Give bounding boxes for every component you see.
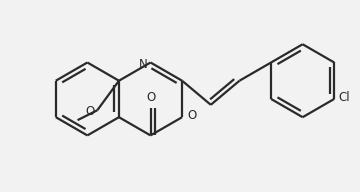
Text: O: O <box>187 109 196 122</box>
Text: O: O <box>146 91 155 104</box>
Text: Cl: Cl <box>338 91 350 104</box>
Text: N: N <box>139 58 148 71</box>
Text: O: O <box>85 105 94 118</box>
